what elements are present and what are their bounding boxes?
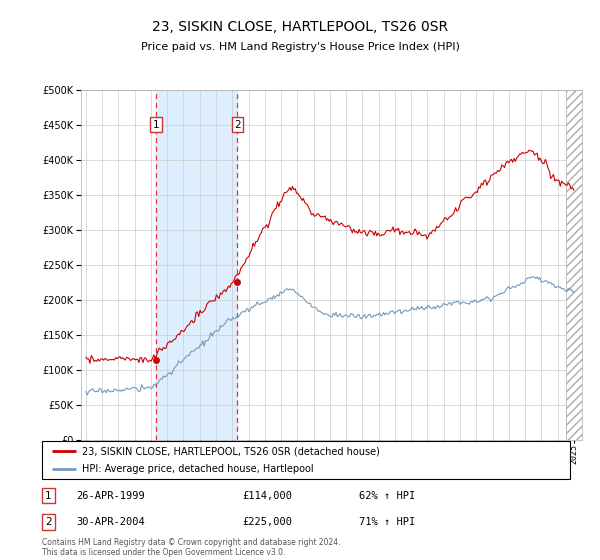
- Text: 30-APR-2004: 30-APR-2004: [76, 517, 145, 527]
- Text: 1: 1: [45, 491, 52, 501]
- Text: 23, SISKIN CLOSE, HARTLEPOOL, TS26 0SR: 23, SISKIN CLOSE, HARTLEPOOL, TS26 0SR: [152, 20, 448, 34]
- Bar: [566, 90, 590, 440]
- FancyBboxPatch shape: [42, 441, 570, 479]
- Text: 23, SISKIN CLOSE, HARTLEPOOL, TS26 0SR (detached house): 23, SISKIN CLOSE, HARTLEPOOL, TS26 0SR (…: [82, 446, 379, 456]
- Bar: [156, 90, 238, 440]
- Text: £225,000: £225,000: [242, 517, 293, 527]
- Text: 62% ↑ HPI: 62% ↑ HPI: [359, 491, 415, 501]
- Text: £114,000: £114,000: [242, 491, 293, 501]
- Text: HPI: Average price, detached house, Hartlepool: HPI: Average price, detached house, Hart…: [82, 464, 313, 474]
- Text: Contains HM Land Registry data © Crown copyright and database right 2024.
This d: Contains HM Land Registry data © Crown c…: [42, 538, 341, 557]
- Text: 2: 2: [234, 120, 241, 129]
- Text: 26-APR-1999: 26-APR-1999: [76, 491, 145, 501]
- Text: 1: 1: [153, 120, 160, 129]
- Text: Price paid vs. HM Land Registry's House Price Index (HPI): Price paid vs. HM Land Registry's House …: [140, 42, 460, 52]
- Text: 2: 2: [45, 517, 52, 527]
- Text: 71% ↑ HPI: 71% ↑ HPI: [359, 517, 415, 527]
